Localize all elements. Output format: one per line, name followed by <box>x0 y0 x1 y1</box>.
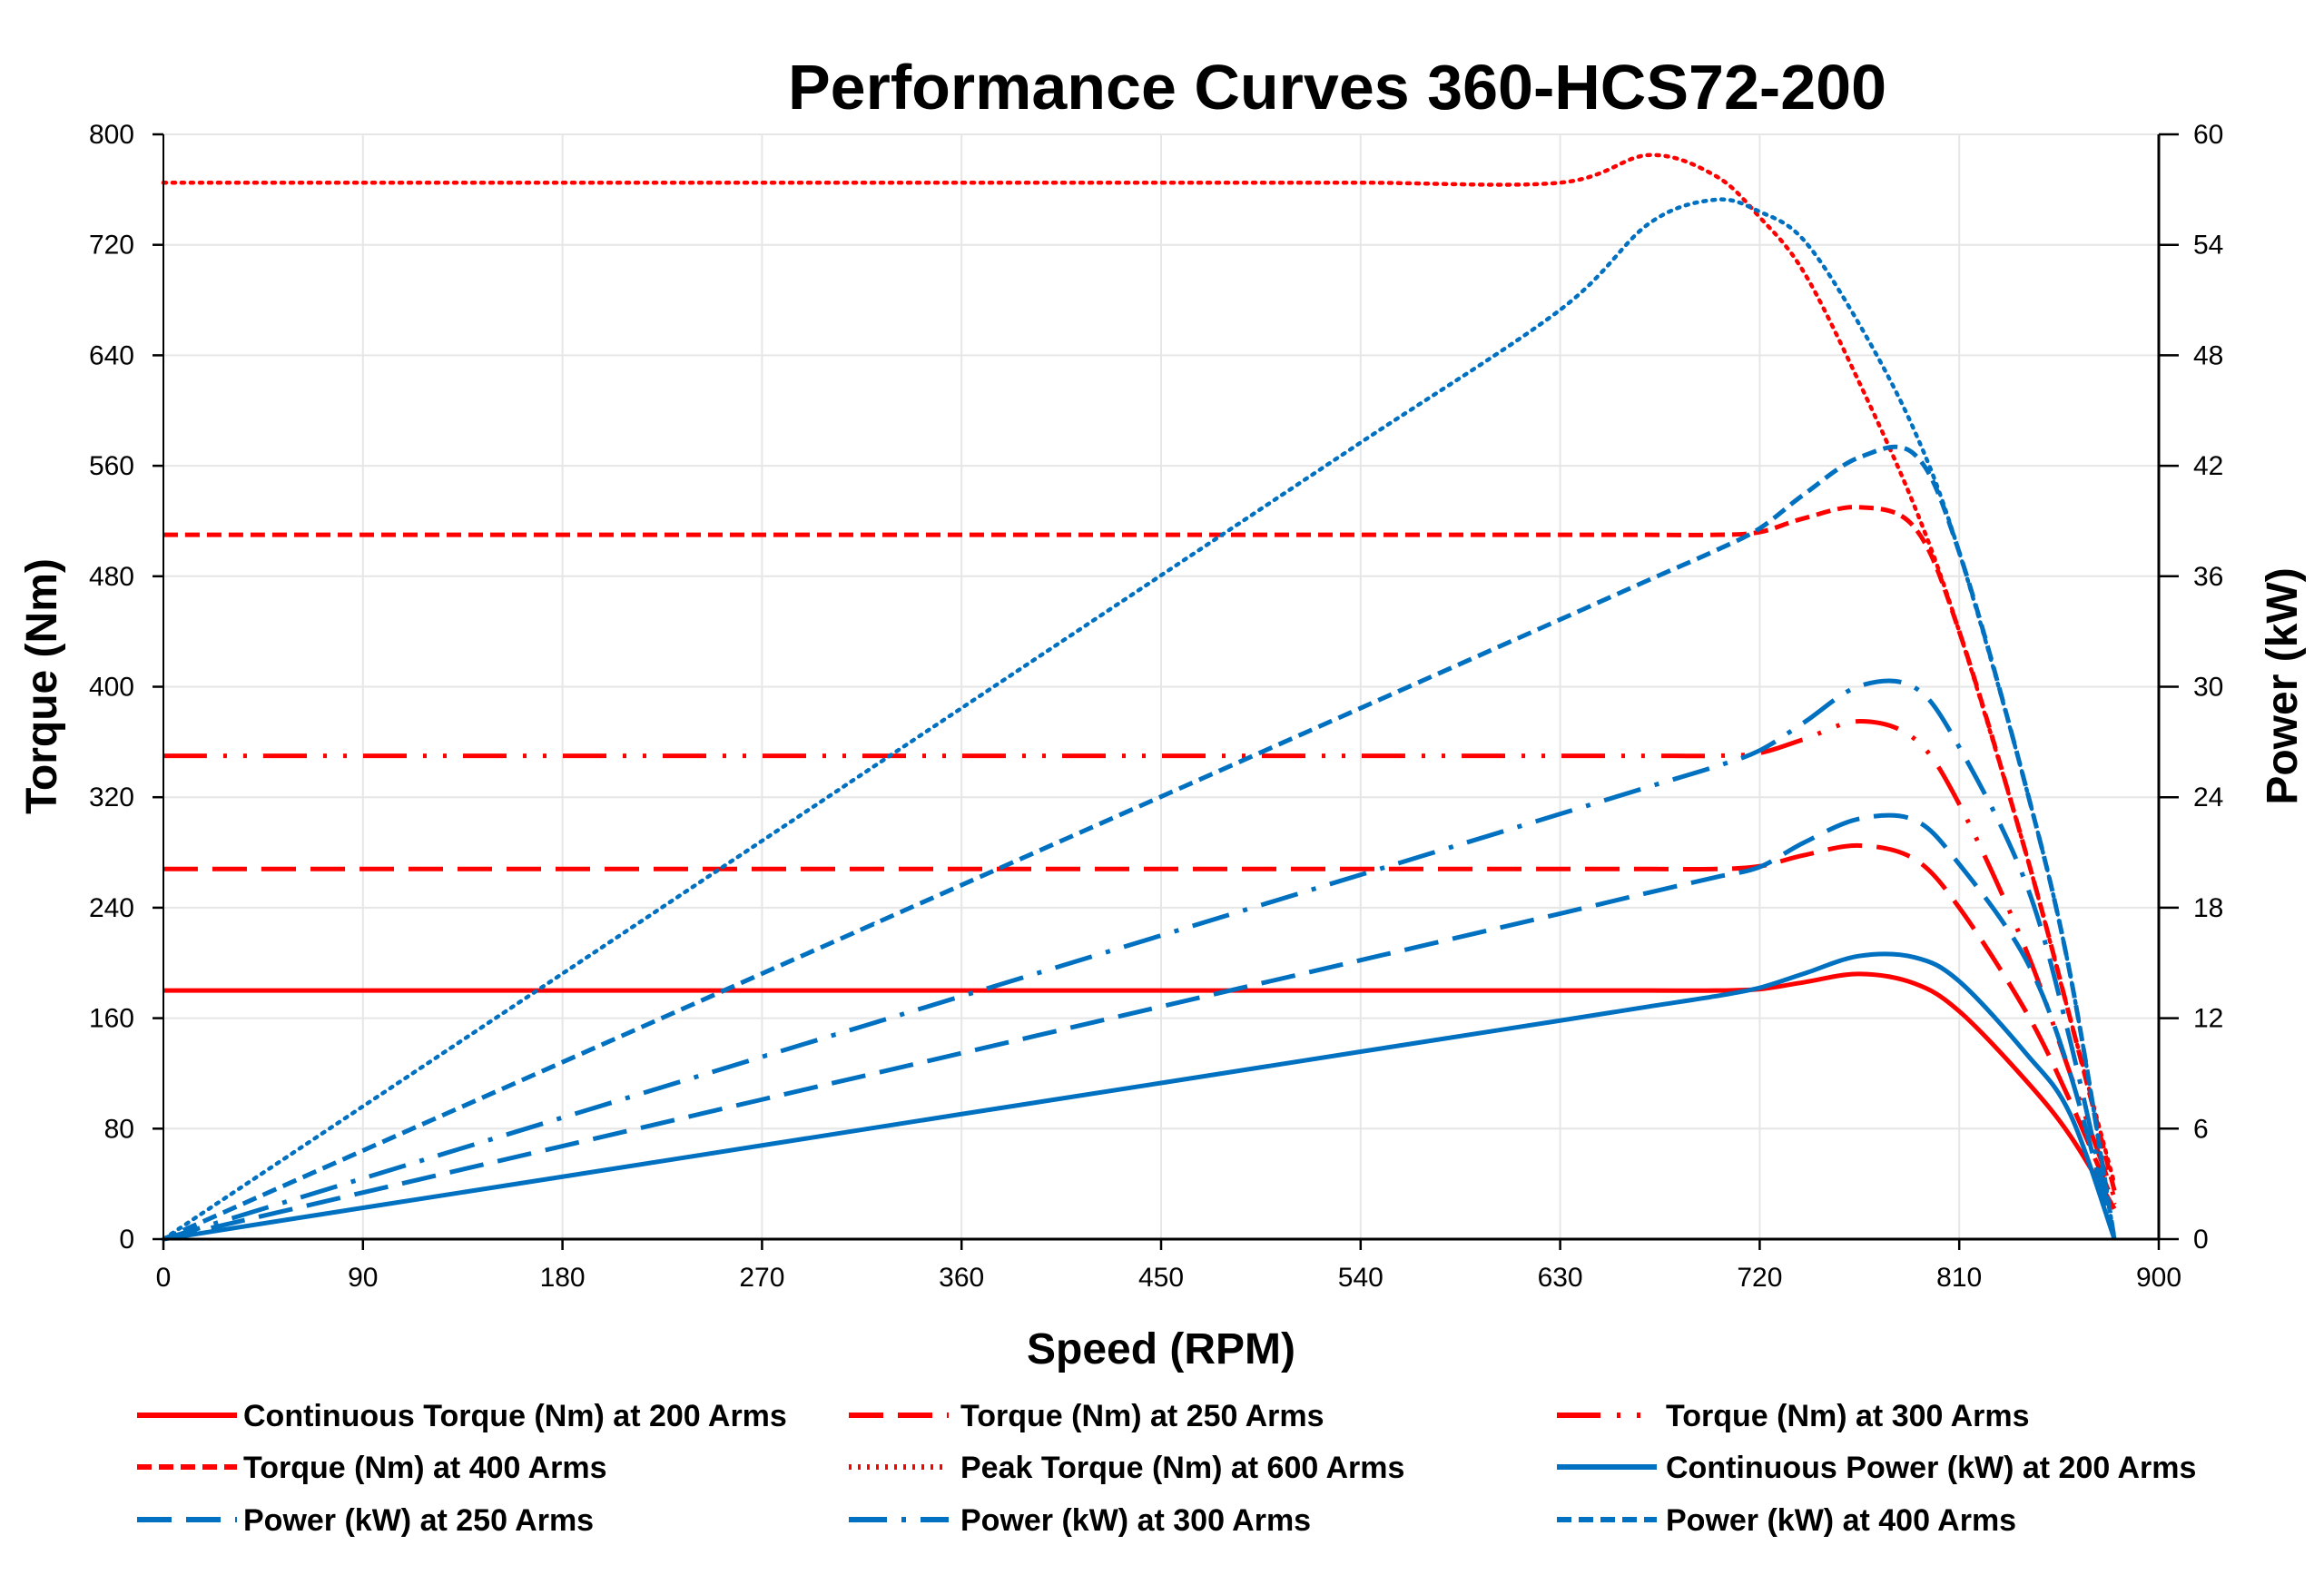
y-tick-label: 800 <box>89 120 134 150</box>
series-line-4 <box>161 153 2117 1186</box>
grid <box>163 133 2159 1239</box>
y-tick-label: 80 <box>104 1114 134 1144</box>
y2-tick-label: 36 <box>2193 562 2223 592</box>
y-tick-label: 400 <box>89 673 134 703</box>
legend-label: Torque (Nm) at 300 Arms <box>1666 1399 2030 1433</box>
axes: 0 90 180 270 360 450 540 630 720 810 9000801602403… <box>89 120 2223 1293</box>
x-tick-label: 540 <box>1338 1263 1384 1293</box>
y2-tick-label: 54 <box>2193 231 2223 261</box>
series-line-0 <box>163 971 2117 1210</box>
y2-axis-title: Power (kW) <box>2259 567 2307 804</box>
legend-label: Peak Torque (Nm) at 600 Arms <box>960 1451 1404 1485</box>
y2-tick-label: 48 <box>2193 340 2223 370</box>
legend-label: Continuous Torque (Nm) at 200 Arms <box>243 1399 787 1433</box>
x-tick-label: 360 <box>939 1263 984 1293</box>
y2-tick-label: 12 <box>2193 1004 2223 1034</box>
series-line-2 <box>163 719 2117 1199</box>
x-tick-label: 810 <box>1936 1263 1982 1293</box>
y2-tick-label: 42 <box>2193 451 2223 481</box>
legend-label: Continuous Power (kW) at 200 Arms <box>1666 1451 2196 1485</box>
y-tick-label: 240 <box>89 893 134 923</box>
series-line-7 <box>162 678 2117 1242</box>
legend-label: Power (kW) at 400 Arms <box>1666 1503 2016 1538</box>
x-tick-label: 450 <box>1138 1263 1184 1293</box>
x-tick-label: 720 <box>1737 1263 1782 1293</box>
x-tick-label: 180 <box>540 1263 586 1293</box>
x-tick-label: 270 <box>739 1263 784 1293</box>
legend-label: Power (kW) at 250 Arms <box>243 1503 594 1538</box>
series-line-8 <box>162 444 2117 1242</box>
legend: Continuous Torque (Nm) at 200 Arms Torque… <box>137 1399 2196 1538</box>
series-line-6 <box>162 812 2117 1242</box>
legend-label: Power (kW) at 300 Arms <box>960 1503 1311 1538</box>
legend-label: Torque (Nm) at 400 Arms <box>243 1451 607 1485</box>
y2-tick-label: 30 <box>2193 673 2223 703</box>
chart-title: Performance Curves 360-HCS72-200 <box>788 52 1886 123</box>
y-tick-label: 640 <box>89 340 134 370</box>
y-tick-label: 160 <box>89 1004 134 1034</box>
x-tick-label: 0 <box>156 1263 172 1293</box>
x-tick-label: 630 <box>1538 1263 1583 1293</box>
y2-tick-label: 24 <box>2193 783 2223 812</box>
y2-tick-label: 18 <box>2193 893 2223 923</box>
legend-label: Torque (Nm) at 250 Arms <box>960 1399 1324 1433</box>
y2-tick-label: 60 <box>2193 120 2223 150</box>
series-line-9 <box>161 197 2117 1242</box>
y-tick-label: 320 <box>89 783 134 812</box>
y-tick-label: 0 <box>119 1225 134 1255</box>
y-tick-label: 720 <box>89 231 134 261</box>
series-lines <box>161 153 2117 1242</box>
y-axis-title: Torque (Nm) <box>18 558 66 814</box>
y2-tick-label: 6 <box>2193 1114 2209 1144</box>
x-tick-label: 900 <box>2136 1263 2181 1293</box>
series-line-1 <box>163 842 2117 1206</box>
y-tick-label: 560 <box>89 451 134 481</box>
x-axis-title: Speed (RPM) <box>1027 1325 1295 1373</box>
y-tick-label: 480 <box>89 562 134 592</box>
x-tick-label: 90 <box>348 1263 378 1293</box>
y2-tick-label: 0 <box>2193 1225 2209 1255</box>
series-line-5 <box>162 951 2117 1242</box>
